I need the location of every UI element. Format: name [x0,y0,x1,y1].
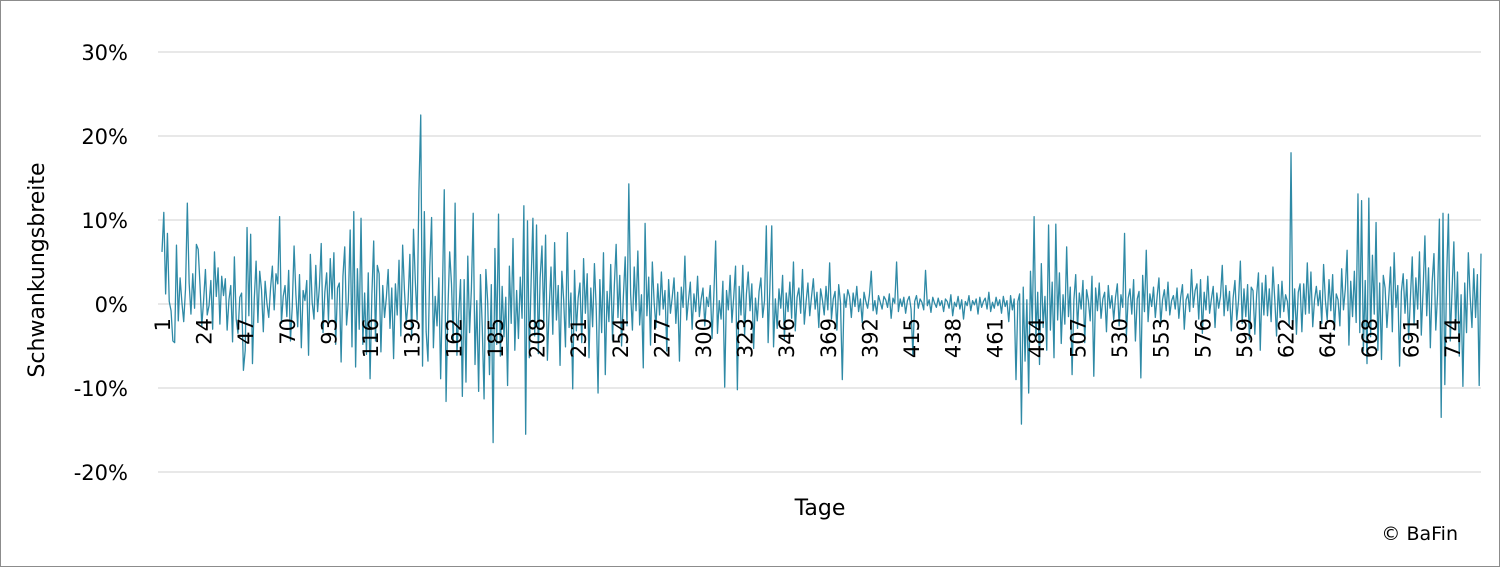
x-tick-label: 162 [442,318,466,358]
x-tick-label: 139 [401,318,425,358]
x-tick-label: 323 [734,318,758,358]
x-tick-label: 1 [151,318,175,331]
x-tick-label: 645 [1316,318,1340,358]
x-tick-label: 392 [858,318,882,358]
y-tick-label: -20% [74,461,128,485]
labels: -20% -10% 0% 10% 20% 30% 1 24 47 70 93 116 139 162 185… [74,41,1465,485]
x-tick-label: 599 [1233,318,1257,358]
y-tick-label: -10% [74,377,128,401]
x-tick-label: 622 [1275,318,1299,358]
x-tick-label: 714 [1441,318,1465,358]
x-tick-label: 208 [526,318,550,358]
x-tick-label: 438 [942,318,966,358]
x-tick-label: 507 [1067,318,1091,358]
x-tick-label: 668 [1358,318,1382,358]
source-note: © BaFin [1381,523,1458,545]
x-tick-label: 116 [359,318,383,358]
x-tick-label: 47 [234,318,258,345]
x-axis-title: Tage [794,496,846,521]
x-tick-label: 346 [775,318,799,358]
grid [158,51,1481,473]
x-tick-label: 415 [900,318,924,358]
x-tick-label: 530 [1108,318,1132,358]
x-tick-label: 300 [692,318,716,358]
y-axis-title: Schwankungsbreite [25,162,50,377]
x-tick-label: 231 [567,318,591,358]
x-tick-label: 70 [276,318,300,345]
x-tick-label: 484 [1025,318,1049,358]
series [161,114,1482,444]
x-tick-label: 93 [317,318,341,345]
x-tick-label: 369 [817,318,841,358]
y-tick-label: 10% [81,209,128,233]
x-tick-label: 24 [193,318,217,345]
x-tick-label: 185 [484,318,508,358]
y-tick-label: 20% [81,125,128,149]
y-tick-label: 0% [95,293,128,317]
y-tick-label: 30% [81,41,128,65]
x-tick-label: 691 [1399,318,1423,358]
x-tick-label: 277 [650,318,674,358]
x-tick-label: 576 [1191,318,1215,358]
x-tick-label: 553 [1150,318,1174,358]
x-tick-label: 254 [609,318,633,358]
x-tick-label: 461 [983,318,1007,358]
data-line [161,114,1482,444]
